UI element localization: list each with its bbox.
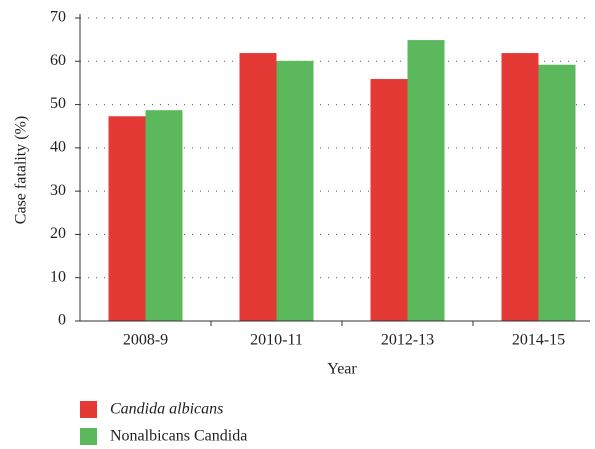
- bar: [501, 53, 539, 321]
- y-tick-label: 30: [50, 182, 66, 199]
- x-axis-label: Year: [327, 361, 357, 378]
- legend-swatch: [80, 401, 97, 418]
- y-tick-label: 20: [50, 225, 66, 242]
- bar: [538, 64, 576, 322]
- x-tick-label: 2012-13: [381, 332, 434, 349]
- y-axis-label: Case fatality (%): [13, 116, 30, 224]
- y-tick-label: 60: [50, 52, 66, 69]
- y-tick-label: 40: [50, 139, 66, 156]
- x-tick-label: 2008-9: [123, 332, 168, 349]
- bar: [407, 40, 445, 321]
- bar: [145, 110, 183, 321]
- bar: [370, 79, 408, 321]
- y-tick-label: 10: [50, 268, 66, 285]
- x-tick-label: 2010-11: [250, 332, 303, 349]
- y-tick-label: 70: [50, 9, 66, 26]
- legend-label: Nonalbicans Candida: [110, 428, 247, 445]
- y-tick-label: 50: [50, 95, 66, 112]
- bar: [108, 116, 146, 321]
- bar: [276, 60, 314, 322]
- y-tick-label: 0: [58, 312, 66, 329]
- x-tick-label: 2014-15: [512, 332, 565, 349]
- bar: [239, 53, 277, 321]
- legend-label: Candida albicans: [110, 401, 223, 418]
- legend-swatch: [80, 428, 97, 445]
